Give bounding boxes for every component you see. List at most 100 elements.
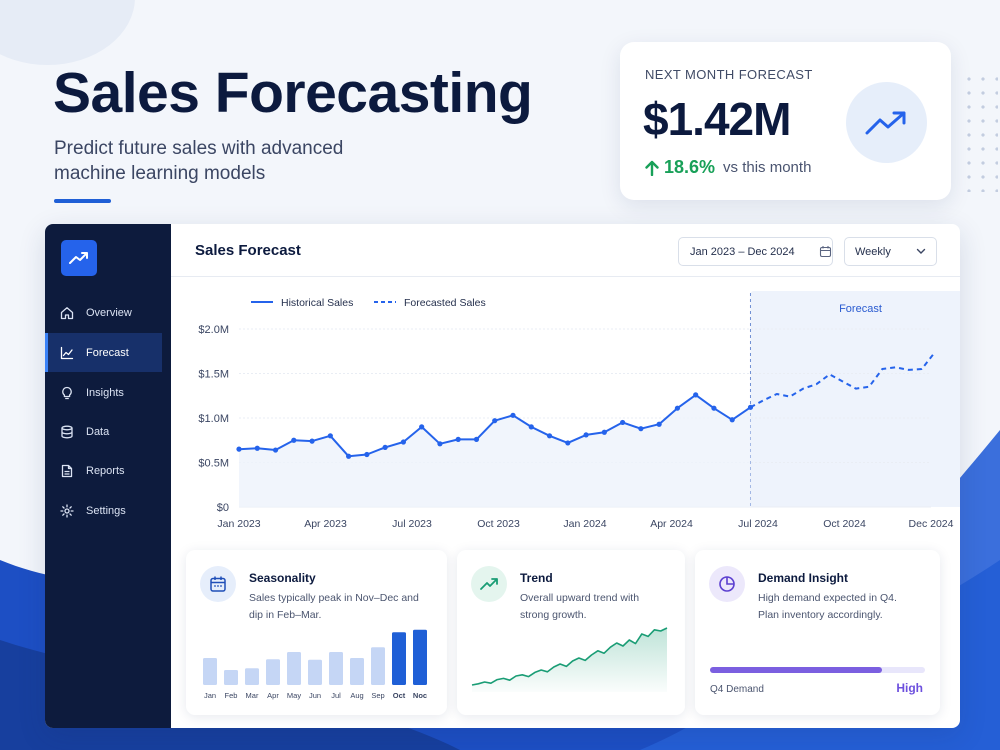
seasonality-month-label: Jul (331, 691, 341, 700)
seasonality-bar (371, 647, 385, 685)
historical-point (620, 419, 626, 426)
chevron-down-icon (916, 248, 926, 254)
x-tick-label: Jul 2023 (392, 518, 432, 530)
seasonality-bar (308, 659, 322, 685)
sidebar: Overview Forecast Insights Data Reports … (45, 224, 171, 728)
sidebar-item-overview[interactable]: Overview (45, 293, 162, 332)
seasonality-title: Seasonality (249, 571, 316, 585)
trend-title: Trend (520, 571, 553, 585)
forecast-region-label: Forecast (839, 303, 882, 315)
historical-point (638, 426, 644, 432)
trend-line (471, 627, 668, 686)
historical-point (729, 417, 735, 423)
change-value: 18.6% (664, 157, 716, 177)
demand-insight-card: Demand Insight High demand expected in Q… (695, 550, 940, 715)
x-tick-label: Jan 2024 (563, 518, 606, 530)
title-underline (54, 199, 111, 203)
historical-point (510, 412, 516, 418)
x-tick-label: Oct 2024 (823, 518, 866, 530)
seasonality-bar (329, 652, 343, 685)
historical-point (309, 438, 315, 444)
sidebar-item-reports[interactable]: Reports (45, 451, 162, 490)
historical-point (492, 418, 498, 424)
trend-up-icon (846, 82, 927, 163)
historical-point (674, 405, 681, 411)
period-value: Weekly (855, 245, 891, 258)
historical-point (711, 405, 717, 411)
seasonality-month-label: Sep (371, 691, 384, 700)
seasonality-bar (413, 629, 427, 685)
seasonality-text: Sales typically peak in Nov–Dec and dip … (249, 592, 419, 621)
panel-title: Sales Forecast (195, 242, 301, 259)
seasonality-month-label: Aug (350, 691, 363, 700)
seasonality-month-label: Noc (413, 691, 427, 700)
sales-forecast-chart: Forecast $2.0M $1.5M $1.0M $0.5M $0 Jan 2023 Ap… (198, 291, 960, 530)
historical-point (693, 392, 699, 398)
seasonality-month-label: Jun (309, 691, 321, 700)
x-tick-label: Oct 2023 (477, 518, 520, 530)
sidebar-item-forecast[interactable]: Forecast (45, 333, 162, 372)
calendar-icon (200, 566, 236, 602)
historical-point (565, 440, 571, 446)
app-logo[interactable] (61, 240, 97, 276)
demand-progress-fill (710, 667, 882, 673)
sidebar-item-label: Forecast (86, 346, 129, 359)
forecast-label: NEXT MONTH FORECAST (645, 67, 813, 82)
y-tick-label: $0 (217, 502, 229, 514)
trend-area (472, 628, 667, 692)
seasonality-bar (224, 670, 238, 685)
historical-point (528, 424, 534, 430)
lightbulb-icon (62, 386, 72, 399)
chart-logo-icon (69, 252, 88, 264)
historical-point (583, 432, 589, 438)
historical-point (400, 439, 407, 445)
demand-level: High (896, 681, 923, 695)
page-subtitle: Predict future sales with advanced machi… (54, 138, 344, 184)
y-tick-label: $1.0M (198, 413, 229, 425)
historical-point (473, 436, 480, 442)
sidebar-item-label: Settings (86, 504, 126, 517)
page-title: Sales Forecasting (53, 61, 533, 125)
date-range-value: Jan 2023 – Dec 2024 (690, 245, 795, 258)
seasonality-bar (350, 658, 364, 685)
historical-point (455, 436, 461, 442)
seasonality-month-label: May (287, 691, 301, 700)
seasonality-bar (245, 668, 259, 685)
x-tick-label: Apr 2024 (650, 518, 693, 530)
sidebar-item-settings[interactable]: Settings (45, 491, 162, 530)
change-suffix: vs this month (723, 159, 812, 176)
historical-point (236, 446, 242, 452)
forecast-change: 18.6% vs this month (645, 157, 811, 178)
change-percent: 18.6% (645, 157, 715, 178)
database-icon (61, 425, 73, 438)
period-select[interactable]: Weekly (844, 237, 937, 266)
x-tick-label: Jan 2023 (217, 518, 260, 530)
historical-point (656, 421, 662, 427)
date-range-picker[interactable]: Jan 2023 – Dec 2024 (678, 237, 833, 266)
trend-sparkline (471, 627, 668, 692)
sidebar-item-data[interactable]: Data (45, 412, 162, 451)
historical-point (364, 451, 370, 458)
forecast-value: $1.42M (643, 93, 791, 145)
historical-point (437, 441, 443, 447)
main-panel: Sales Forecast Jan 2023 – Dec 2024 Weekl… (171, 224, 960, 728)
historical-point (382, 444, 388, 450)
seasonality-month-label: Feb (225, 691, 238, 700)
seasonality-month-label: Oct (393, 691, 406, 700)
sidebar-item-insights[interactable]: Insights (45, 373, 162, 412)
x-tick-label: Jul 2024 (738, 518, 778, 530)
trend-up-icon (471, 566, 507, 602)
sidebar-item-label: Data (86, 425, 110, 438)
dashboard-window: Overview Forecast Insights Data Reports … (45, 224, 960, 728)
demand-text: High demand expected in Q4. Plan invento… (758, 592, 897, 621)
sidebar-item-label: Insights (86, 386, 124, 399)
seasonality-bar-chart: Jan Feb Mar Apr May Jun Jul Aug Sep Oct Noc (203, 629, 427, 700)
historical-point (327, 433, 333, 439)
y-tick-label: $0.5M (198, 458, 229, 470)
historical-point (254, 445, 260, 451)
seasonality-month-label: Mar (246, 691, 259, 700)
y-tick-label: $2.0M (198, 324, 229, 336)
seasonality-month-label: Apr (267, 691, 279, 700)
seasonality-bar (392, 632, 406, 685)
x-tick-label: Dec 2024 (909, 518, 954, 530)
